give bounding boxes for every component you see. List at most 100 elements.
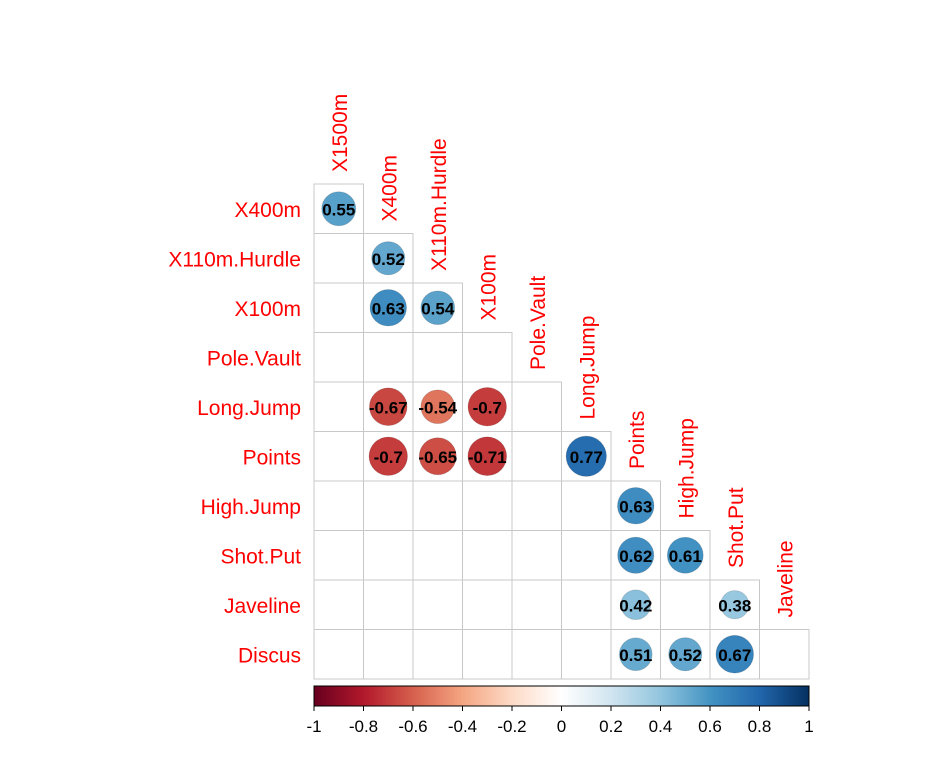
- grid-cell-javeline-x400m: [363, 579, 414, 630]
- grid-cell-high-jump-x1500m: [313, 480, 364, 531]
- colorbar-tick-label: -0.2: [497, 717, 526, 736]
- circle-discus-points: [618, 637, 653, 672]
- grid-cell-javeline-high-jump: [660, 579, 711, 630]
- grid-cell-shot-put-x110m-hurdle: [412, 530, 463, 581]
- value-label-points-x100m: -0.71: [468, 448, 507, 467]
- correlation-values: 0.55 0.52 0.63 0.54 -0.67 -0.54 -0.7 -0.7 -0.65-…: [322, 200, 751, 665]
- colorbar-tick-label: 0.6: [698, 717, 722, 736]
- circle-x110m-hurdle-x400m: [371, 241, 406, 276]
- grid-cell-javeline-x100m: [462, 579, 513, 630]
- grid-cell-high-jump-x110m-hurdle: [412, 480, 463, 531]
- row-label: Pole.Vault: [207, 347, 301, 370]
- grid-cell-shot-put-x100m: [462, 530, 513, 581]
- row-label: Long.Jump: [197, 397, 301, 420]
- colorbar-tick-label: 0.8: [748, 717, 772, 736]
- grid-cell-high-jump-x100m: [462, 480, 513, 531]
- value-label-javeline-shot-put: 0.38: [718, 596, 751, 615]
- circle-javeline-shot-put: [720, 590, 750, 620]
- row-label: Points: [243, 446, 301, 469]
- grid-cell-shot-put-long-jump: [561, 530, 612, 581]
- value-label-long-jump-x400m: -0.67: [369, 398, 408, 417]
- grid-cell-pole-vault-x400m: [363, 332, 414, 383]
- value-label-x100m-x400m: 0.63: [372, 299, 405, 318]
- circle-points-x400m: [368, 436, 408, 476]
- colorbar-gradient: [313, 685, 810, 707]
- grid-cell-pole-vault-x1500m: [313, 332, 364, 383]
- row-label: X100m: [234, 298, 301, 321]
- grid-cell-discus-x400m: [363, 629, 414, 680]
- colorbar-tick-label: 0.2: [599, 717, 623, 736]
- grid-cell-discus-x110m-hurdle: [412, 629, 463, 680]
- grid-cell-discus-long-jump: [561, 629, 612, 680]
- colorbar-tick-label: -1: [306, 717, 321, 736]
- correlation-circles: [321, 191, 754, 674]
- colorbar-tick-label: -0.6: [398, 717, 427, 736]
- row-label: X400m: [234, 199, 301, 222]
- circle-high-jump-points: [617, 487, 655, 525]
- circle-discus-shot-put: [715, 635, 754, 674]
- column-label: Javeline: [774, 540, 797, 617]
- grid-cell-discus-x1500m: [313, 629, 364, 680]
- circle-points-long-jump: [565, 435, 607, 477]
- colorbar-tick-label: -0.8: [349, 717, 378, 736]
- grid-cell-shot-put-pole-vault: [511, 530, 562, 581]
- circle-x100m-x400m: [369, 289, 407, 327]
- row-label: Discus: [238, 644, 301, 667]
- value-label-x100m-x110m-hurdle: 0.54: [421, 299, 455, 318]
- value-label-shot-put-high-jump: 0.61: [669, 547, 702, 566]
- value-label-discus-shot-put: 0.67: [718, 646, 751, 665]
- grid-cell-discus-x100m: [462, 629, 513, 680]
- grid-cell-discus-javeline: [759, 629, 810, 680]
- grid-cell-javeline-pole-vault: [511, 579, 562, 630]
- grid-cell-points-pole-vault: [511, 431, 562, 482]
- value-label-shot-put-points: 0.62: [619, 547, 652, 566]
- column-label: X1500m: [329, 94, 352, 172]
- circle-x400m-x1500m: [321, 191, 357, 227]
- grid-cell-x100m-x1500m: [313, 282, 364, 333]
- circle-long-jump-x400m: [369, 387, 408, 426]
- circle-javeline-points: [620, 589, 652, 621]
- row-labels: X400m X110m.Hurdle X100m Pole.Vault Long.Jum…: [168, 199, 301, 668]
- circle-points-x110m-hurdle: [418, 437, 457, 476]
- colorbar-tick-label: -0.4: [448, 717, 477, 736]
- colorbar-tick-label: 1: [804, 717, 813, 736]
- row-label: Shot.Put: [220, 545, 301, 568]
- column-labels: X1500m X400m X110m.Hurdle X100m Pole.Vault Lo…: [329, 94, 798, 618]
- column-label: X110m.Hurdle: [428, 138, 451, 271]
- value-label-points-long-jump: 0.77: [570, 448, 603, 467]
- column-label: Pole.Vault: [527, 276, 550, 370]
- value-label-discus-points: 0.51: [619, 646, 652, 665]
- grid-cell-long-jump-pole-vault: [511, 381, 562, 432]
- column-label: Long.Jump: [576, 316, 599, 420]
- column-label: X100m: [477, 254, 500, 321]
- grid-cell-long-jump-x1500m: [313, 381, 364, 432]
- grid-cell-javeline-x1500m: [313, 579, 364, 630]
- grid-cell-javeline-x110m-hurdle: [412, 579, 463, 630]
- circle-shot-put-high-jump: [666, 536, 704, 574]
- grid-cell-points-x1500m: [313, 431, 364, 482]
- column-label: High.Jump: [675, 418, 698, 518]
- column-label: Points: [626, 411, 649, 469]
- row-label: High.Jump: [201, 496, 301, 519]
- value-label-long-jump-x110m-hurdle: -0.54: [418, 398, 457, 417]
- circle-long-jump-x100m: [467, 387, 507, 427]
- value-label-x400m-x1500m: 0.55: [322, 200, 355, 219]
- colorbar-tick-label: 0: [557, 717, 566, 736]
- value-label-javeline-points: 0.42: [619, 596, 652, 615]
- circle-discus-high-jump: [668, 637, 703, 672]
- circle-points-x100m: [467, 436, 508, 477]
- grid-cell-high-jump-x400m: [363, 480, 414, 531]
- value-label-long-jump-x100m: -0.7: [473, 398, 502, 417]
- circle-long-jump-x110m-hurdle: [420, 389, 456, 425]
- grid-cell-high-jump-long-jump: [561, 480, 612, 531]
- row-label: X110m.Hurdle: [168, 248, 301, 271]
- grid-cell-pole-vault-x100m: [462, 332, 513, 383]
- circle-shot-put-points: [617, 536, 655, 574]
- value-label-points-x400m: -0.7: [374, 448, 403, 467]
- grid-cell-javeline-long-jump: [561, 579, 612, 630]
- row-label: Javeline: [224, 595, 301, 618]
- grid-cell-shot-put-x1500m: [313, 530, 364, 581]
- column-label: Shot.Put: [725, 487, 748, 568]
